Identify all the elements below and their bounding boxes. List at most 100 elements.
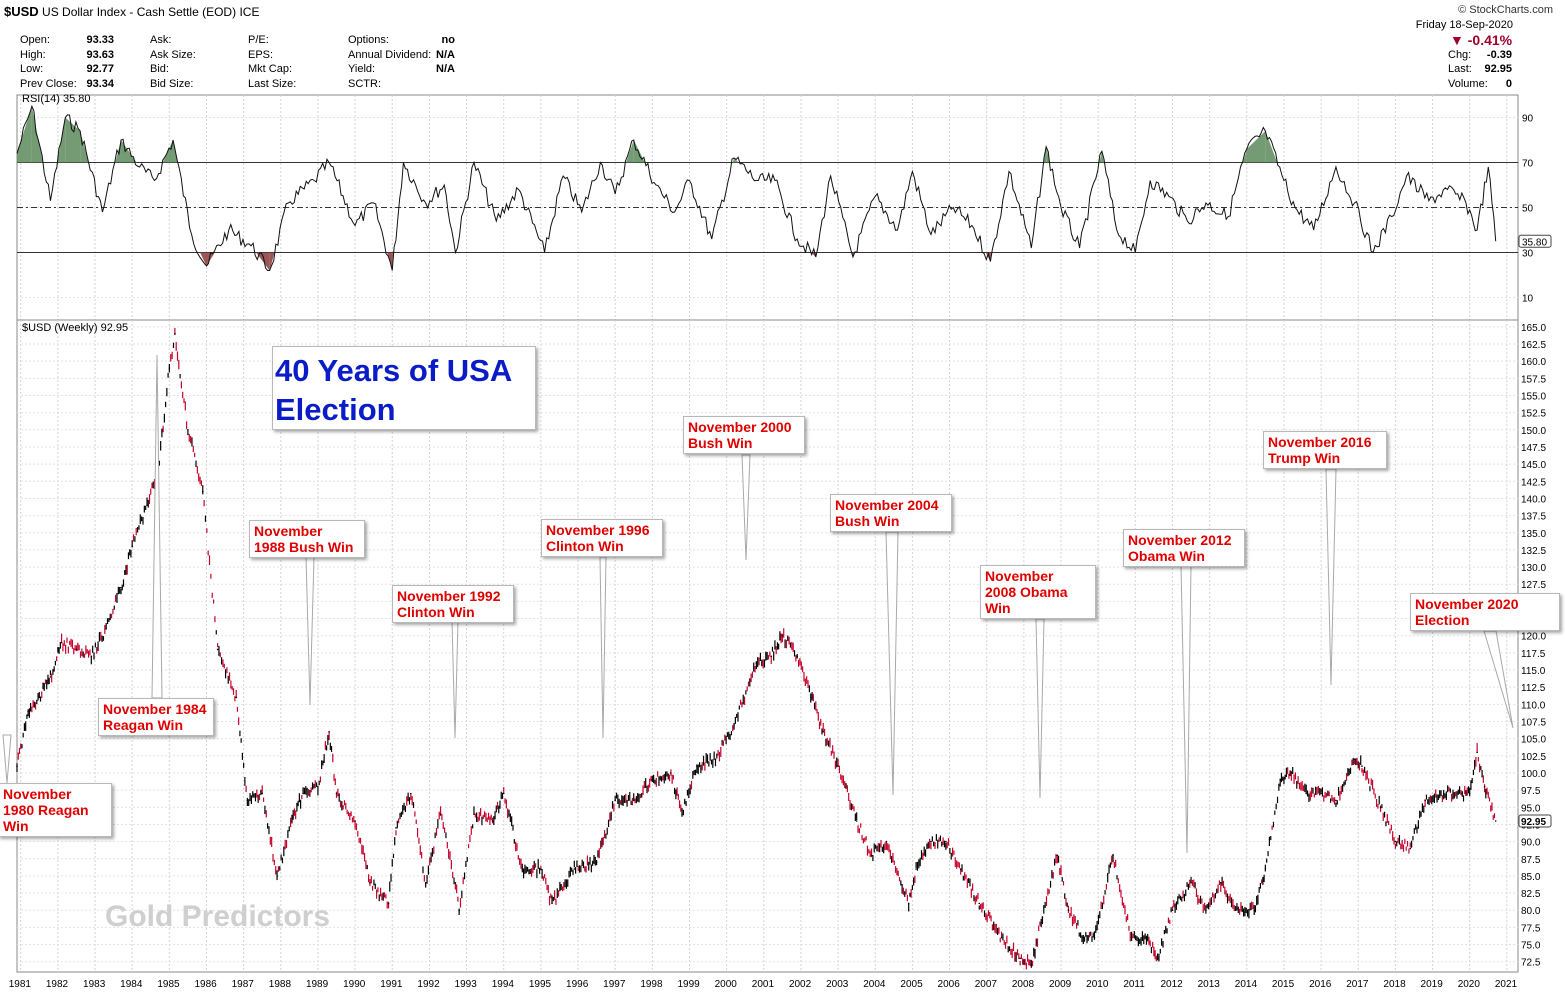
callout-2000: November 2000 Bush Win <box>683 416 805 454</box>
x-tick-label: 2019 <box>1421 979 1444 990</box>
price-point <box>770 655 773 658</box>
price-point <box>328 730 330 733</box>
x-tick-label: 1987 <box>232 979 255 990</box>
y-tick-label: 145.0 <box>1521 460 1546 471</box>
price-point <box>781 634 784 637</box>
y-tick-label: 165.0 <box>1521 323 1546 334</box>
y-tick-label: 50 <box>1522 204 1534 215</box>
y-tick-label: 107.5 <box>1521 717 1546 728</box>
price-point <box>885 840 888 843</box>
x-tick-label: 2005 <box>900 979 923 990</box>
y-tick-label: 157.5 <box>1521 374 1546 385</box>
price-point <box>1019 957 1021 960</box>
quote-label: Ask Size: <box>150 49 196 61</box>
y-tick-label: 160.0 <box>1521 357 1546 368</box>
x-tick-label: 1990 <box>343 979 366 990</box>
quote-value: no <box>441 34 455 46</box>
price-point <box>454 881 457 884</box>
price-point <box>317 785 319 788</box>
x-tick-label: 1993 <box>455 979 478 990</box>
y-tick-label: 162.5 <box>1521 340 1546 351</box>
price-point <box>907 902 910 905</box>
price-point <box>681 813 683 815</box>
y-tick-label: 137.5 <box>1521 512 1546 523</box>
quote-label: Prev Close: <box>20 78 77 90</box>
price-point <box>369 881 371 884</box>
y-tick-label: 85.0 <box>1521 872 1541 883</box>
price-point <box>1320 792 1322 795</box>
price-point <box>1361 765 1363 767</box>
price-point <box>1335 799 1337 802</box>
y-tick-label: 120.0 <box>1521 632 1546 643</box>
price-point <box>595 861 598 863</box>
price-point <box>870 854 873 857</box>
y-tick-label: 112.5 <box>1521 683 1546 694</box>
rsi-overbought-fill <box>732 158 735 163</box>
price-point <box>16 765 18 767</box>
price-point <box>1379 806 1382 809</box>
y-tick-label: 72.5 <box>1521 958 1541 969</box>
price-point <box>1093 936 1096 939</box>
rsi-line <box>16 104 1497 272</box>
price-point <box>837 765 839 767</box>
rsi-oversold-fill <box>200 252 207 266</box>
callout-pointer <box>2 734 12 784</box>
quote-value: 93.63 <box>86 49 114 61</box>
x-tick-label: 2018 <box>1383 979 1406 990</box>
callout-2016: November 2016 Trump Win <box>1263 431 1387 469</box>
price-point <box>1056 854 1059 857</box>
y-tick-label: 87.5 <box>1521 855 1541 866</box>
price-point <box>1305 792 1308 795</box>
rsi-overbought-fill <box>1246 131 1266 163</box>
quote-label: Chg: <box>1448 49 1472 61</box>
x-tick-label: 2007 <box>975 979 998 990</box>
price-point <box>1424 799 1426 802</box>
y-tick-label: 135.0 <box>1521 529 1546 540</box>
y-tick-label: 142.5 <box>1521 477 1546 488</box>
price-point <box>235 696 238 699</box>
quote-label: Open: <box>20 34 50 46</box>
price-point <box>1234 909 1237 912</box>
price-point <box>276 875 278 877</box>
x-tick-label: 1985 <box>157 979 180 990</box>
quote-label: Last: <box>1448 63 1472 75</box>
x-tick-label: 1986 <box>194 979 217 990</box>
x-tick-label: 1995 <box>529 979 552 990</box>
price-point <box>521 868 524 870</box>
price-point <box>930 840 932 843</box>
rsi-oversold-fill <box>985 252 991 262</box>
x-tick-label: 2014 <box>1235 979 1258 990</box>
quote-value: 92.77 <box>86 63 114 75</box>
y-tick-label: 90 <box>1522 114 1534 125</box>
price-point <box>168 367 171 369</box>
price-point <box>246 799 249 802</box>
price-point <box>540 868 542 870</box>
brand[interactable]: © StockCharts.com <box>1458 4 1553 16</box>
quote-label: Bid: <box>150 63 169 75</box>
callout-1980: November 1980 Reagan Win <box>0 783 112 837</box>
y-tick-label: 115.0 <box>1521 666 1546 677</box>
price-point <box>1264 868 1267 870</box>
y-tick-label: 100.0 <box>1521 769 1546 780</box>
x-tick-label: 2008 <box>1012 979 1035 990</box>
price-point <box>1145 936 1148 939</box>
price-point <box>822 730 825 733</box>
price-point <box>473 813 475 815</box>
price-point <box>978 902 981 905</box>
watermark: Gold Predictors <box>105 900 331 933</box>
price-point <box>733 724 735 726</box>
price-point <box>491 820 494 822</box>
chart-annotation-title: 40 Years of USA Election <box>272 346 536 430</box>
y-tick-label: 77.5 <box>1521 923 1541 934</box>
y-tick-label: 127.5 <box>1521 580 1546 591</box>
price-point <box>1483 785 1486 788</box>
rsi-last-tag <box>1518 234 1552 248</box>
price-point <box>458 909 460 912</box>
quote-label: Last Size: <box>248 78 297 90</box>
callout-pointer <box>1325 468 1337 686</box>
quote-label: P/E: <box>248 34 269 46</box>
x-tick-label: 1996 <box>566 979 589 990</box>
price-point <box>945 840 947 843</box>
price-point <box>174 332 176 335</box>
